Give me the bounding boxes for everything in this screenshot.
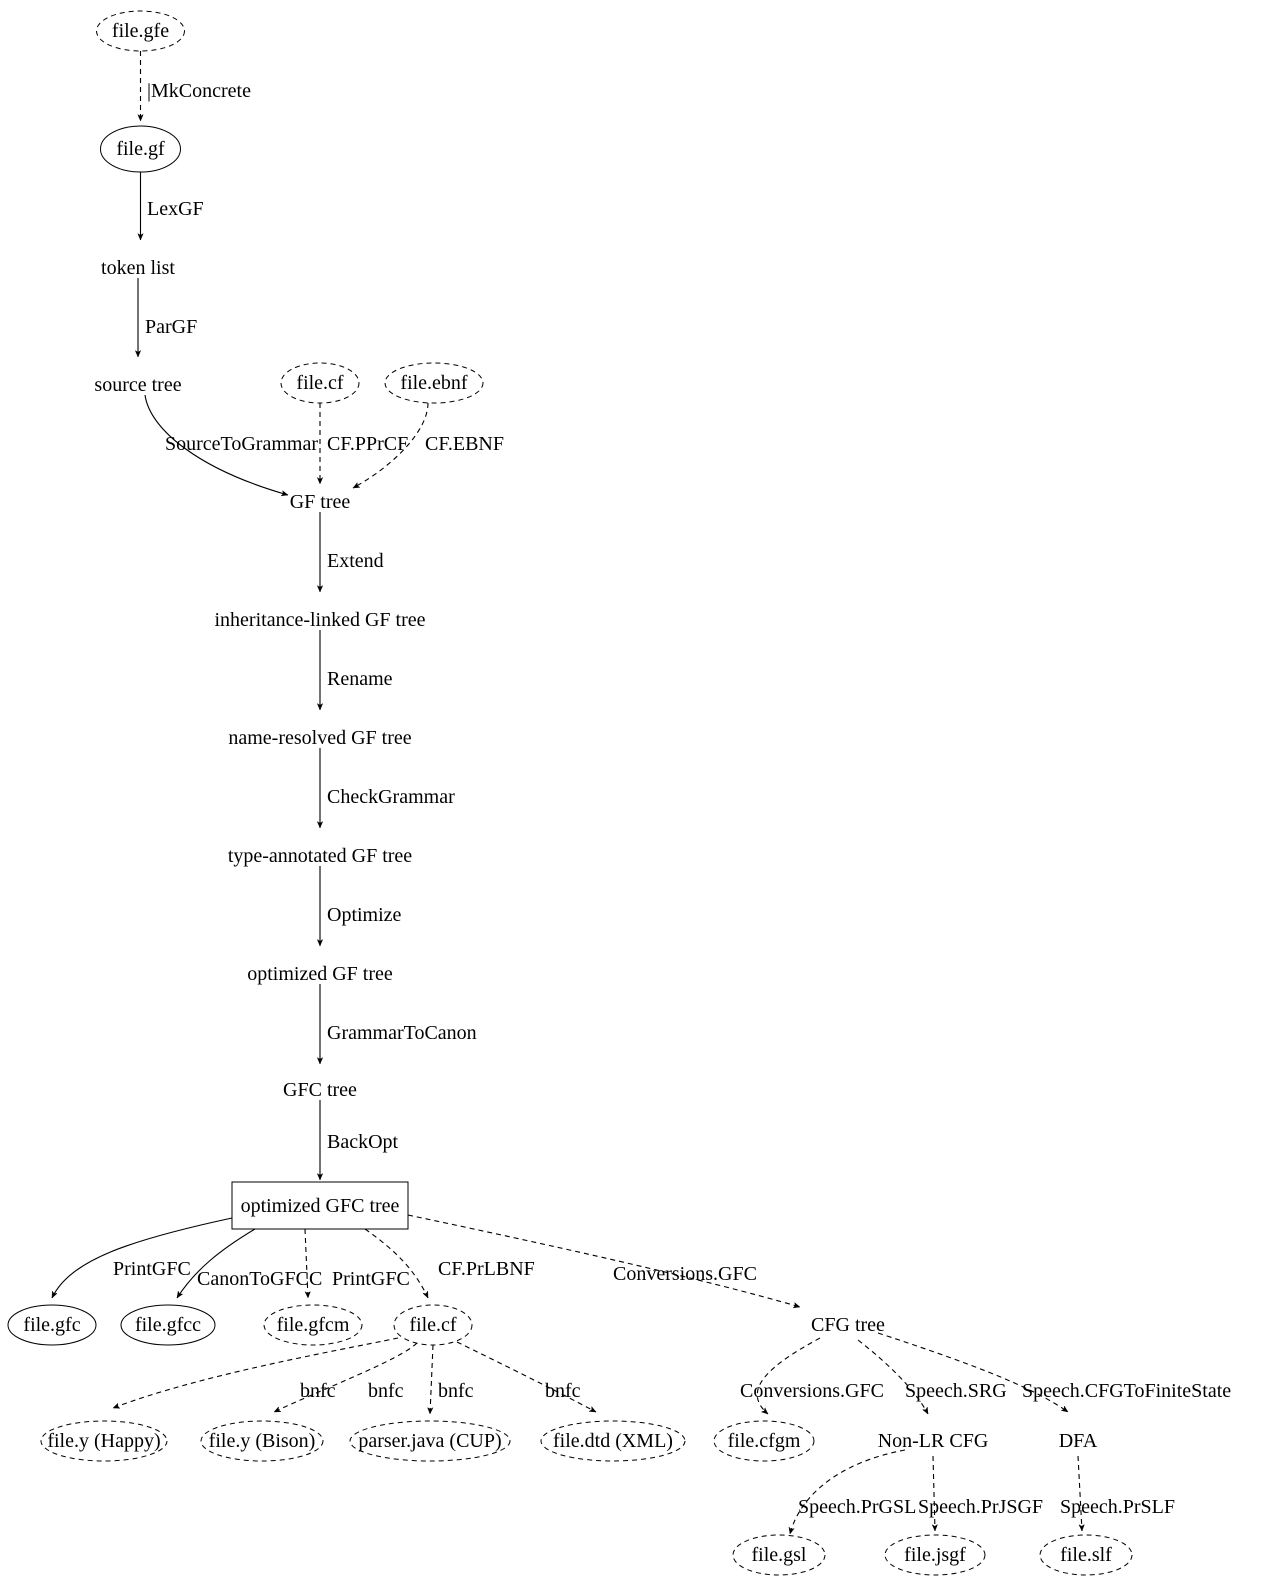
svg-text:Speech.PrGSL: Speech.PrGSL: [798, 1496, 916, 1518]
svg-text:file.slf: file.slf: [1060, 1544, 1112, 1566]
svg-text:BackOpt: BackOpt: [327, 1131, 399, 1153]
svg-text:Speech.PrJSGF: Speech.PrJSGF: [918, 1496, 1043, 1518]
svg-text:Speech.PrSLF: Speech.PrSLF: [1060, 1496, 1175, 1518]
svg-text:|MkConcrete: |MkConcrete: [147, 80, 251, 102]
svg-text:PrintGFC: PrintGFC: [332, 1268, 410, 1290]
svg-text:token list: token list: [101, 257, 175, 279]
svg-text:Rename: Rename: [327, 668, 393, 690]
svg-text:file.jsgf: file.jsgf: [904, 1544, 966, 1566]
svg-text:PrintGFC: PrintGFC: [113, 1258, 191, 1280]
svg-text:file.gfcc: file.gfcc: [135, 1314, 201, 1336]
svg-text:CF.PPrCF: CF.PPrCF: [327, 433, 408, 455]
svg-text:bnfc: bnfc: [300, 1380, 336, 1402]
svg-text:bnfc: bnfc: [438, 1380, 474, 1402]
svg-text:CanonToGFCC: CanonToGFCC: [197, 1268, 322, 1290]
svg-text:LexGF: LexGF: [147, 198, 204, 220]
svg-text:GrammarToCanon: GrammarToCanon: [327, 1022, 477, 1044]
svg-text:optimized GF tree: optimized GF tree: [247, 963, 393, 985]
svg-text:file.gfc: file.gfc: [23, 1314, 80, 1336]
svg-text:optimized GFC tree: optimized GFC tree: [241, 1195, 400, 1217]
svg-text:Conversions.GFC: Conversions.GFC: [613, 1263, 757, 1285]
svg-text:Optimize: Optimize: [327, 904, 402, 926]
svg-text:file.cf: file.cf: [409, 1314, 457, 1336]
svg-text:file.y (Happy): file.y (Happy): [47, 1430, 160, 1452]
svg-text:SourceToGrammar: SourceToGrammar: [165, 433, 318, 455]
svg-text:ParGF: ParGF: [145, 316, 197, 338]
svg-text:CFG tree: CFG tree: [811, 1314, 885, 1336]
svg-text:DFA: DFA: [1059, 1430, 1098, 1452]
svg-text:CF.PrLBNF: CF.PrLBNF: [438, 1258, 535, 1280]
svg-text:Speech.SRG: Speech.SRG: [905, 1380, 1007, 1402]
svg-text:parser.java (CUP): parser.java (CUP): [358, 1430, 501, 1452]
svg-text:file.ebnf: file.ebnf: [400, 372, 468, 394]
svg-text:name-resolved GF tree: name-resolved GF tree: [228, 727, 411, 749]
svg-text:bnfc: bnfc: [545, 1380, 581, 1402]
svg-text:file.cfgm: file.cfgm: [728, 1430, 801, 1452]
svg-text:type-annotated GF tree: type-annotated GF tree: [228, 845, 412, 867]
svg-text:file.dtd (XML): file.dtd (XML): [553, 1430, 673, 1452]
svg-text:Extend: Extend: [327, 550, 384, 572]
svg-text:CheckGrammar: CheckGrammar: [327, 786, 455, 808]
svg-text:file.gfe: file.gfe: [112, 20, 169, 42]
svg-text:CF.EBNF: CF.EBNF: [425, 433, 504, 455]
svg-text:file.cf: file.cf: [296, 372, 344, 394]
svg-text:Conversions.GFC: Conversions.GFC: [740, 1380, 884, 1402]
svg-text:Speech.CFGToFiniteState: Speech.CFGToFiniteState: [1022, 1380, 1231, 1402]
svg-text:file.gf: file.gf: [116, 138, 165, 160]
svg-text:source tree: source tree: [94, 374, 181, 396]
svg-text:bnfc: bnfc: [368, 1380, 404, 1402]
svg-text:file.gfcm: file.gfcm: [277, 1314, 350, 1336]
svg-text:inheritance-linked GF tree: inheritance-linked GF tree: [214, 609, 425, 631]
svg-text:file.gsl: file.gsl: [752, 1544, 807, 1566]
svg-text:Non-LR CFG: Non-LR CFG: [878, 1430, 989, 1452]
svg-text:GF tree: GF tree: [290, 491, 351, 513]
svg-text:file.y (Bison): file.y (Bison): [209, 1430, 316, 1452]
svg-text:GFC tree: GFC tree: [283, 1079, 357, 1101]
